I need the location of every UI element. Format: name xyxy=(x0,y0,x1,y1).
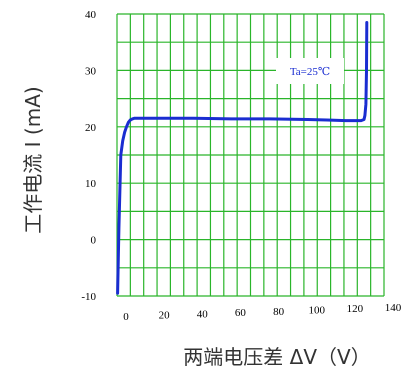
annotation-box: Ta=25℃ xyxy=(276,58,344,84)
x-tick-label: 20 xyxy=(159,310,171,322)
x-tick-label: 40 xyxy=(197,308,209,320)
y-tick-labels: 40 30 20 10 0 -10 xyxy=(81,9,96,303)
y-tick-label: 10 xyxy=(85,178,97,190)
x-tick-label: 140 xyxy=(385,302,402,314)
y-tick-label: 30 xyxy=(85,65,97,77)
x-tick-label: 60 xyxy=(235,307,247,319)
x-tick-label: 120 xyxy=(347,303,364,315)
grid-lines xyxy=(116,13,385,297)
annotation-label: Ta=25℃ xyxy=(290,66,330,78)
y-tick-label: 0 xyxy=(91,235,97,247)
series-layer xyxy=(116,21,369,295)
x-tick-label: 100 xyxy=(308,305,325,317)
y-tick-label: -10 xyxy=(81,291,96,303)
annotation-background xyxy=(276,58,344,84)
x-tick-labels: 0 20 40 60 80 100 120 140 xyxy=(123,302,402,323)
series-line-0 xyxy=(116,21,369,295)
x-tick-label: 0 xyxy=(123,311,129,323)
y-tick-label: 20 xyxy=(85,122,97,134)
y-tick-label: 40 xyxy=(85,9,97,21)
x-tick-label: 80 xyxy=(273,306,285,318)
x-axis-title: 两端电压差 ΔV（V） xyxy=(183,345,370,369)
y-axis-title: 工作电流 I (mA) xyxy=(21,86,45,233)
